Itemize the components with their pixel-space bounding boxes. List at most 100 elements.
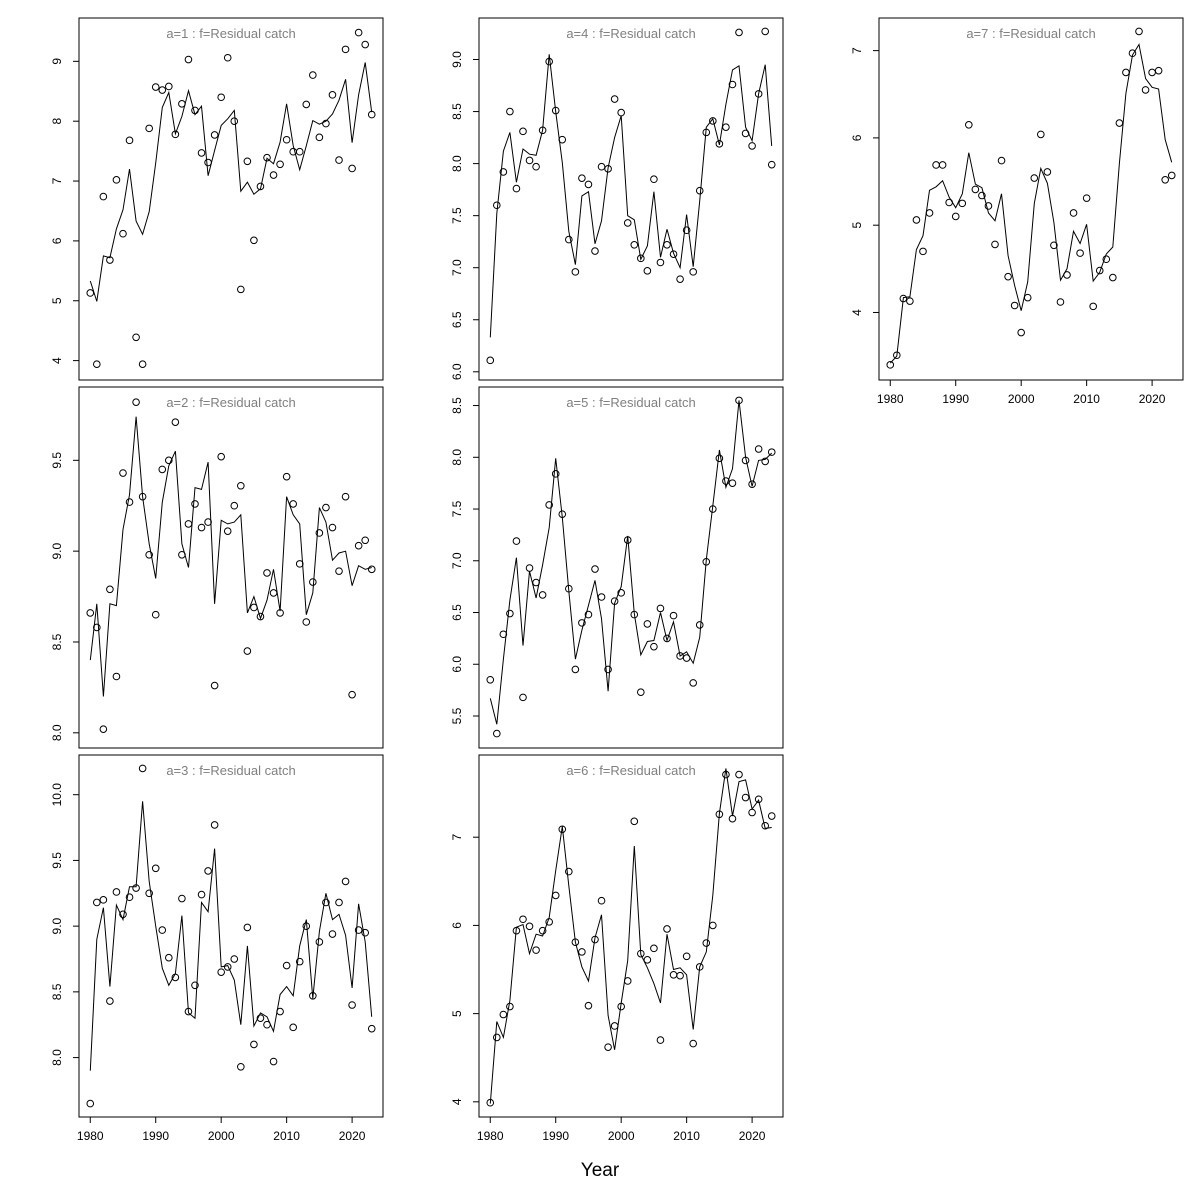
observed-point [1102, 255, 1111, 264]
observed-point [735, 770, 743, 779]
observed-point [610, 1022, 619, 1030]
observed-point [348, 1001, 356, 1009]
observed-point [971, 185, 980, 194]
observed-point [650, 642, 658, 651]
observed-point [256, 1014, 265, 1022]
panel-5: a=5 : f=Residual catch 5.5 6.0 6.5 7.0 7.5 8.0… [450, 386, 784, 749]
observed-point [591, 935, 599, 944]
observed-point [1082, 194, 1091, 202]
y-tick-label: 4 [450, 1098, 464, 1105]
observed-point [715, 140, 724, 148]
observed-point [754, 90, 763, 98]
observed-point [191, 500, 199, 508]
observed-point [754, 795, 763, 804]
observed-point [597, 593, 606, 601]
observed-point [584, 180, 593, 189]
observed-point [1004, 272, 1012, 281]
plot-frame [478, 754, 784, 1118]
observed-point [899, 294, 908, 303]
panel-2: a=2 : f=Residual catch 8.0 8.5 9.0 9.5 [50, 386, 384, 749]
observed-point [1095, 266, 1104, 275]
y-tick-label: 8.5 [450, 397, 464, 414]
observed-point [978, 191, 986, 200]
observed-point [132, 884, 140, 892]
observed-point [204, 158, 212, 167]
observed-point [197, 890, 206, 899]
observed-point [217, 452, 225, 461]
observed-point [322, 503, 330, 512]
observed-point [158, 86, 167, 94]
observed-point [958, 199, 967, 208]
y-tick-label: 8.5 [50, 633, 64, 650]
observed-point [532, 162, 540, 171]
observed-point [178, 100, 186, 108]
observed-point [119, 469, 127, 477]
observed-point [932, 161, 940, 169]
observed-point [354, 926, 363, 934]
observed-point [295, 957, 304, 966]
y-tick-label: 9.0 [450, 51, 464, 68]
observed-point [565, 235, 573, 244]
observed-point [197, 149, 206, 157]
observed-point [184, 55, 193, 64]
observed-point [571, 268, 580, 276]
observed-point [551, 891, 560, 900]
observed-point [558, 825, 567, 834]
observed-point [125, 498, 134, 506]
observed-point [767, 812, 776, 820]
observed-point [728, 814, 737, 823]
observed-point [295, 560, 304, 568]
panel-6: a=6 : f=Residual catch 4 5 6 7 1980 1990 2000 20… [450, 754, 784, 1143]
observed-point [669, 971, 678, 979]
panel-title: a=4 : f=Residual catch [566, 26, 695, 41]
observed-point [309, 992, 317, 1000]
observed-point [551, 106, 560, 115]
observed-point [289, 1023, 297, 1032]
observed-point [630, 610, 639, 619]
x-tick-label: 1990 [542, 1129, 569, 1143]
observed-point [276, 160, 284, 169]
observed-point [538, 926, 547, 935]
observed-point [302, 618, 311, 626]
observed-point [237, 481, 245, 490]
observed-point [741, 129, 750, 138]
observed-point [748, 480, 756, 488]
observed-point [145, 550, 153, 559]
panel-title: a=7 : f=Residual catch [966, 26, 1095, 41]
x-tick-label: 2020 [1139, 392, 1166, 406]
y-tick-label: 7.0 [450, 552, 464, 569]
plot-frame [878, 17, 1184, 381]
observed-point [230, 955, 239, 963]
observed-point [578, 174, 586, 182]
panel-title: a=6 : f=Residual catch [566, 763, 695, 778]
fitted-line [889, 43, 1173, 364]
observed-point [263, 1020, 271, 1029]
observed-point [722, 477, 730, 485]
observed-point [682, 226, 691, 235]
observed-point [761, 27, 769, 36]
observed-point [250, 236, 258, 245]
observed-point [348, 690, 356, 699]
observed-point [204, 518, 212, 526]
y-tick-label: 7.0 [450, 259, 464, 276]
observed-point [341, 877, 350, 886]
x-tick-label: 1980 [77, 1129, 104, 1143]
observed-point [86, 1099, 95, 1108]
observed-point [748, 142, 756, 150]
observed-point [250, 1040, 258, 1049]
observed-point [591, 247, 599, 255]
observed-point [676, 652, 684, 660]
y-tick-label: 8.5 [50, 983, 64, 1000]
observed-point [125, 893, 134, 902]
observed-point [93, 360, 101, 368]
observed-point [623, 536, 632, 544]
plot-frame [78, 17, 384, 381]
observed-point [558, 135, 567, 144]
observed-point [767, 448, 776, 456]
observed-point [165, 953, 173, 962]
observed-point [741, 793, 750, 802]
observed-point [637, 254, 645, 263]
observed-point [276, 1007, 284, 1016]
observed-point [282, 961, 291, 970]
observed-point [643, 956, 652, 964]
